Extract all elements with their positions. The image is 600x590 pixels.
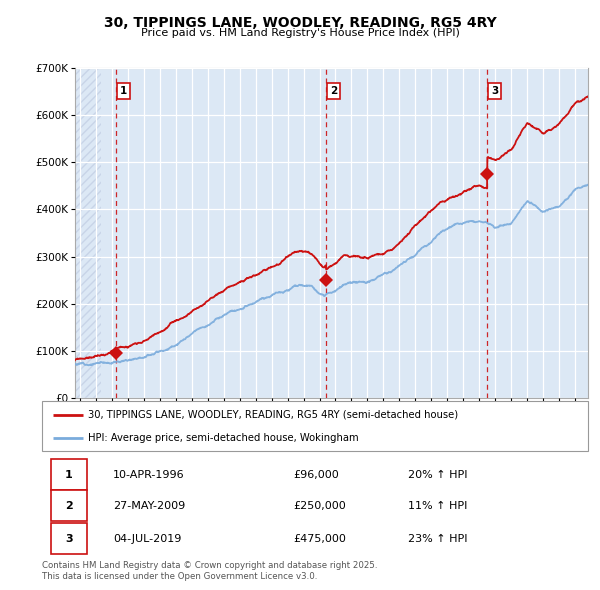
Text: 20% ↑ HPI: 20% ↑ HPI (408, 470, 467, 480)
Bar (75, 68, 101, 398)
Text: £475,000: £475,000 (293, 534, 346, 544)
Text: 10-APR-1996: 10-APR-1996 (113, 470, 185, 480)
Text: 1: 1 (120, 86, 127, 96)
Text: 30, TIPPINGS LANE, WOODLEY, READING, RG5 4RY: 30, TIPPINGS LANE, WOODLEY, READING, RG5… (104, 16, 496, 30)
Text: 11% ↑ HPI: 11% ↑ HPI (408, 501, 467, 511)
Text: 1: 1 (65, 470, 73, 480)
Bar (51, 523, 87, 555)
Text: 3: 3 (65, 534, 73, 544)
Text: Contains HM Land Registry data © Crown copyright and database right 2025.
This d: Contains HM Land Registry data © Crown c… (42, 560, 377, 581)
Bar (51, 460, 87, 490)
Text: 30, TIPPINGS LANE, WOODLEY, READING, RG5 4RY (semi-detached house): 30, TIPPINGS LANE, WOODLEY, READING, RG5… (88, 409, 458, 419)
Text: Price paid vs. HM Land Registry's House Price Index (HPI): Price paid vs. HM Land Registry's House … (140, 28, 460, 38)
Text: 2: 2 (65, 501, 73, 511)
Text: £96,000: £96,000 (293, 470, 339, 480)
Text: 23% ↑ HPI: 23% ↑ HPI (408, 534, 467, 544)
Text: £250,000: £250,000 (293, 501, 346, 511)
Text: 2: 2 (330, 86, 337, 96)
Text: 27-MAY-2009: 27-MAY-2009 (113, 501, 185, 511)
Text: HPI: Average price, semi-detached house, Wokingham: HPI: Average price, semi-detached house,… (88, 433, 359, 443)
Text: 3: 3 (491, 86, 499, 96)
Text: 04-JUL-2019: 04-JUL-2019 (113, 534, 181, 544)
Bar (51, 490, 87, 522)
